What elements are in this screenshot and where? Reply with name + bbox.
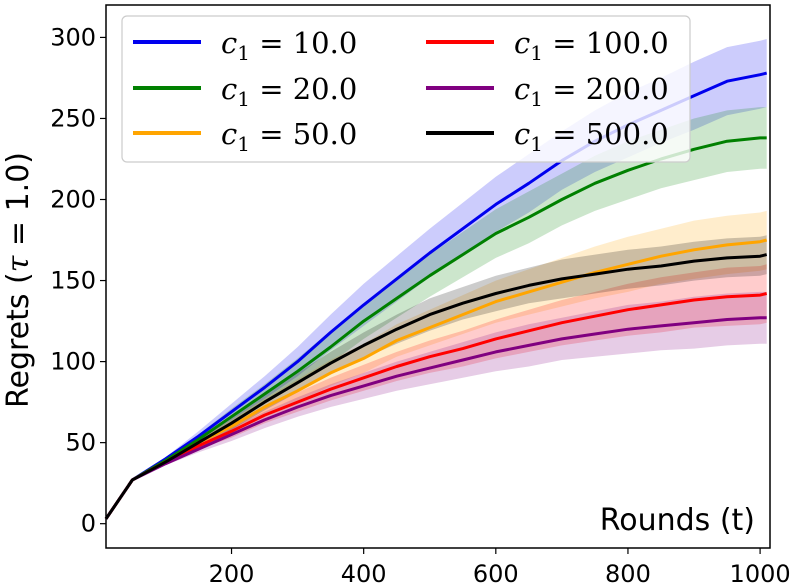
legend-label-2: c1 = 20.0 xyxy=(221,72,357,111)
x-axis-label: Rounds (t) xyxy=(600,503,755,538)
line-series-6 xyxy=(104,253,768,520)
y-tick-label: 150 xyxy=(50,267,96,295)
y-tick-label: 0 xyxy=(81,510,96,538)
y-axis-label-suffix: = 1.0) xyxy=(1,152,36,256)
y-axis-label-prefix: Regrets ( xyxy=(1,272,36,408)
legend-label-5: c1 = 200.0 xyxy=(514,72,669,111)
x-tick-label: 400 xyxy=(341,560,387,587)
legend-label-4: c1 = 100.0 xyxy=(514,26,669,65)
band-series-6 xyxy=(106,235,767,519)
x-tick-label: 600 xyxy=(473,560,519,587)
y-tick-label: 200 xyxy=(50,186,96,214)
y-tick-label: 50 xyxy=(65,429,96,457)
x-tick-label: 1000 xyxy=(730,560,791,587)
line-series-5 xyxy=(104,316,767,520)
y-axis-ticks: 0 50 100 150 200 250 300 xyxy=(50,23,106,538)
legend-box xyxy=(121,15,691,163)
line-series-4 xyxy=(104,292,768,520)
x-axis-ticks: 200 400 600 800 1000 xyxy=(209,548,791,587)
x-tick-label: 200 xyxy=(209,560,255,587)
x-tick-label: 800 xyxy=(605,560,651,587)
legend-label-6: c1 = 500.0 xyxy=(514,117,669,156)
series-lines xyxy=(104,71,768,520)
band-series-5 xyxy=(106,291,767,519)
legend-label-1: c1 = 10.0 xyxy=(221,26,357,65)
legend-label-3: c1 = 50.0 xyxy=(221,117,357,156)
y-axis-label: Regrets (τ = 1.0) xyxy=(1,152,36,408)
y-tick-label: 300 xyxy=(50,23,96,51)
y-axis-label-symbol: τ xyxy=(1,255,36,272)
y-tick-label: 250 xyxy=(50,104,96,132)
y-tick-label: 100 xyxy=(50,348,96,376)
band-series-3 xyxy=(106,210,767,519)
legend: c1 = 10.0 c1 = 20.0 c1 = 50.0 c1 = 100.0 c1 … xyxy=(121,15,691,163)
plot-frame xyxy=(105,4,771,549)
band-series-4 xyxy=(106,264,767,519)
